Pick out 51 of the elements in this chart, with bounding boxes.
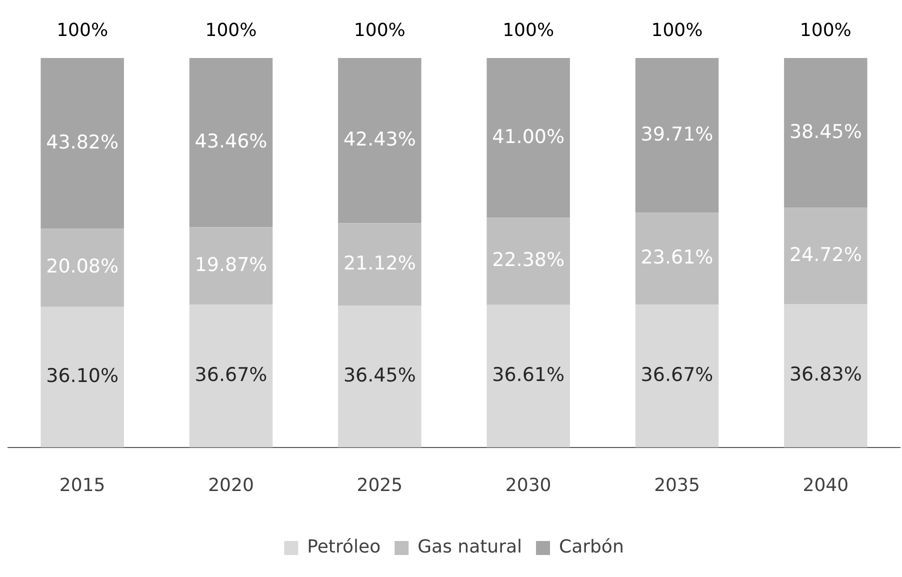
bar: [40, 228, 124, 307]
data-label: 24.72%: [789, 244, 862, 266]
legend-label: Petróleo: [307, 536, 381, 558]
data-label: 36.83%: [789, 364, 862, 386]
bar: [189, 304, 273, 448]
bar: [784, 208, 868, 304]
data-label: 42.43%: [343, 128, 416, 151]
x-tick-label: 2020: [208, 474, 254, 496]
total-label: 100%: [651, 20, 703, 42]
bar: [635, 212, 719, 305]
data-label: 21.12%: [343, 252, 416, 274]
x-tick-label: 2030: [505, 474, 552, 496]
x-tick-label: 2025: [356, 474, 403, 496]
data-label: 19.87%: [194, 254, 268, 276]
total-label: 100%: [56, 20, 108, 41]
bar: [635, 304, 719, 448]
total-label: 100%: [800, 20, 852, 41]
bar: [486, 58, 570, 218]
bar: [338, 223, 422, 306]
bar: [40, 306, 124, 448]
data-label: 36.10%: [46, 365, 119, 388]
total-label: 100%: [205, 20, 257, 41]
legend-label: Carbón: [559, 536, 624, 558]
bar: [189, 58, 273, 228]
data-label: 38.45%: [789, 120, 862, 143]
x-tick-label: 2040: [802, 474, 849, 496]
total-label: 100%: [354, 20, 406, 41]
data-label: 39.71%: [640, 123, 714, 146]
data-label: 23.61%: [640, 246, 714, 269]
data-label: 20.08%: [46, 256, 119, 278]
bar: [486, 218, 570, 305]
data-label: 41.00%: [492, 126, 565, 148]
x-tick-label: 2035: [654, 474, 700, 496]
bar: [338, 305, 422, 448]
data-label: 36.61%: [492, 364, 565, 386]
bar: [486, 304, 570, 448]
bar: [784, 58, 868, 208]
bar: [635, 58, 719, 213]
total-label: 100%: [502, 20, 554, 42]
data-label: 43.82%: [46, 131, 119, 154]
bar: [784, 304, 868, 448]
data-label: 22.38%: [492, 249, 565, 272]
legend-label: Gas natural: [418, 536, 522, 558]
data-label: 36.67%: [194, 364, 268, 386]
bar: [189, 227, 273, 305]
bar: [338, 58, 422, 224]
data-label: 36.67%: [640, 364, 714, 386]
x-tick-label: 2015: [59, 474, 106, 496]
data-label: 43.46%: [194, 130, 268, 153]
data-label: 36.45%: [343, 364, 416, 386]
bar: [40, 58, 124, 229]
